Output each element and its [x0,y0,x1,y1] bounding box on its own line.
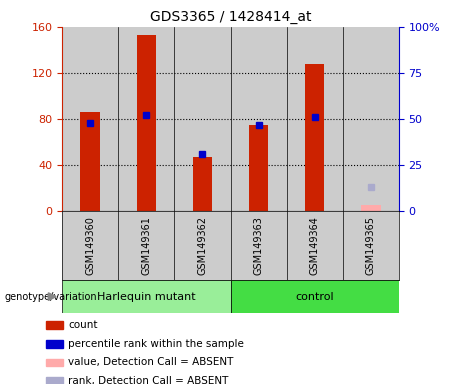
Text: value, Detection Call = ABSENT: value, Detection Call = ABSENT [68,358,233,367]
Bar [47,377,63,384]
Bar [249,125,268,211]
Text: GSM149361: GSM149361 [142,216,151,275]
FancyBboxPatch shape [230,280,399,313]
Bar [47,340,63,348]
Text: GSM149360: GSM149360 [85,216,95,275]
Text: Harlequin mutant: Harlequin mutant [97,291,195,302]
Text: GSM149364: GSM149364 [310,216,319,275]
Bar [81,112,100,211]
Bar [47,321,63,329]
Text: GSM149363: GSM149363 [254,216,264,275]
Title: GDS3365 / 1428414_at: GDS3365 / 1428414_at [150,10,311,25]
Bar [305,64,325,211]
Text: GSM149365: GSM149365 [366,216,376,275]
Text: rank, Detection Call = ABSENT: rank, Detection Call = ABSENT [68,376,228,384]
Bar [193,157,212,211]
Bar [361,205,380,211]
Text: percentile rank within the sample: percentile rank within the sample [68,339,244,349]
Bar [47,359,63,366]
Text: control: control [296,291,334,302]
Bar [136,35,156,211]
Text: count: count [68,320,97,330]
Text: genotype/variation: genotype/variation [5,291,98,302]
FancyBboxPatch shape [62,280,230,313]
Text: GSM149362: GSM149362 [197,216,207,275]
